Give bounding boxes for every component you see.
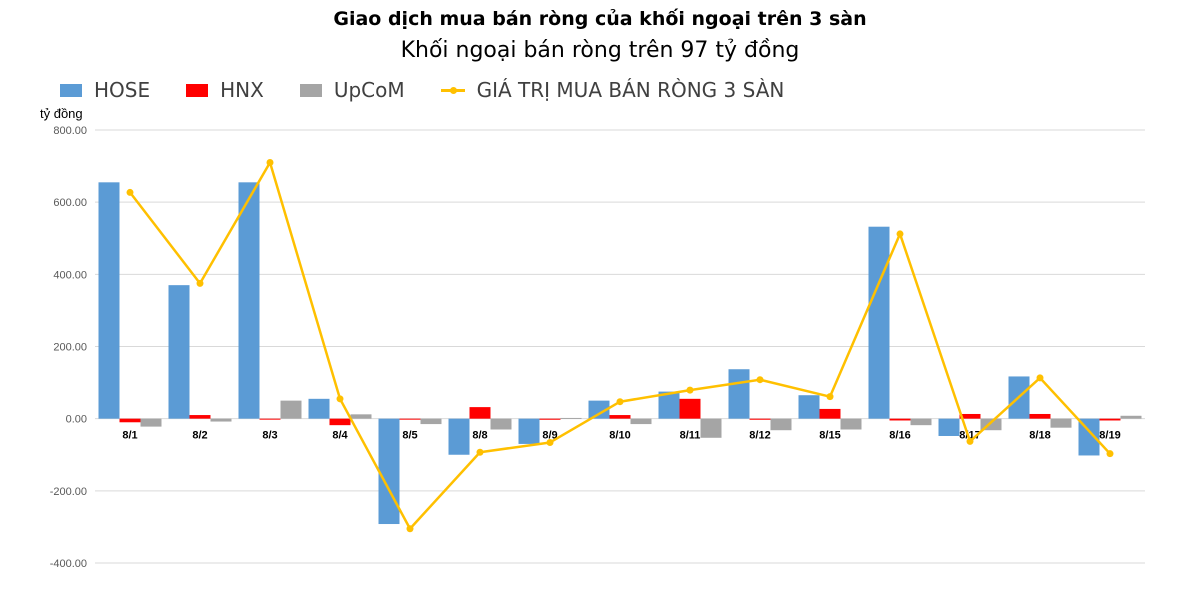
bar-hose (98, 182, 120, 419)
bar-upcom (490, 418, 512, 430)
x-tick-label: 8/3 (262, 430, 277, 442)
legend-label-total: GIÁ TRỊ MUA BÁN RÒNG 3 SÀN (476, 78, 785, 102)
chart-title: Giao dịch mua bán ròng của khối ngoại tr… (333, 8, 867, 30)
bar-hose (868, 226, 890, 419)
bar-hose (1078, 418, 1100, 456)
bar-upcom (560, 417, 582, 419)
x-tick-label: 8/4 (332, 430, 348, 442)
x-tick-label: 8/8 (472, 430, 487, 442)
bar-hnx (609, 415, 631, 419)
line-point (546, 438, 554, 446)
bar-upcom (980, 418, 1002, 431)
legend-item-hnx: HNX (186, 78, 264, 102)
bar-hnx (819, 408, 841, 419)
bar-hnx (959, 413, 981, 419)
bar-hose (168, 285, 190, 419)
line-point (196, 279, 204, 287)
bar-hnx (469, 407, 491, 419)
bar-upcom (1050, 418, 1072, 428)
legend-item-total: GIÁ TRỊ MUA BÁN RÒNG 3 SÀN (440, 78, 785, 102)
bar-hose (518, 418, 540, 444)
legend-item-upcom: UpCoM (299, 78, 405, 102)
line-point (966, 437, 974, 445)
x-tick-label: 8/11 (680, 430, 701, 442)
bar-upcom (700, 418, 722, 438)
line-point (126, 188, 134, 196)
bar-hose (238, 182, 260, 419)
bar-upcom (840, 418, 862, 430)
x-tick-label: 8/16 (889, 430, 910, 442)
line-series-total (129, 161, 1111, 530)
line-point (1036, 374, 1044, 382)
bar-hose (448, 418, 470, 455)
x-tick-label: 8/15 (819, 430, 840, 442)
legend-label-upcom: UpCoM (333, 78, 405, 102)
bar-hose (308, 398, 330, 419)
x-tick-label: 8/19 (1099, 430, 1120, 442)
line-point (686, 386, 694, 394)
bar-hose (588, 400, 610, 419)
x-tick-label: 8/12 (749, 430, 770, 442)
legend-label-hnx: HNX (220, 78, 264, 102)
bar-hose (938, 418, 960, 436)
bar-hnx (1099, 418, 1121, 421)
line-point (476, 448, 484, 456)
bar-hnx (189, 415, 211, 419)
legend-swatch-upcom (299, 83, 322, 97)
bar-upcom (770, 418, 792, 431)
bar-hose (378, 418, 400, 525)
bar-upcom (910, 418, 932, 426)
y-tick-label: 200.00 (53, 342, 87, 354)
line-point (896, 230, 904, 238)
legend-swatch-hnx (186, 83, 209, 97)
line-point (336, 395, 344, 403)
bar-hnx (1029, 413, 1051, 419)
x-tick-label: 8/18 (1029, 430, 1050, 442)
bar-upcom (210, 418, 232, 422)
legend-item-hose: HOSE (60, 78, 150, 102)
x-tick-label: 8/17 (959, 430, 980, 442)
line-point (1106, 450, 1114, 458)
bar-hnx (749, 418, 771, 420)
legend-swatch-total (440, 86, 465, 94)
bar-hose (728, 369, 750, 419)
bar-hnx (679, 398, 701, 419)
y-axis-label: tỷ đồng (40, 106, 83, 121)
x-tick-label: 8/2 (192, 430, 207, 442)
bar-upcom (1120, 415, 1142, 419)
bar-upcom (630, 418, 652, 425)
bar-hnx (119, 418, 141, 423)
bar-hnx (889, 418, 911, 421)
bar-hnx (539, 418, 561, 420)
y-tick-label: 800.00 (53, 125, 87, 137)
bar-hnx (329, 418, 351, 426)
line-point (406, 525, 414, 533)
line-point (266, 158, 274, 166)
legend-label-hose: HOSE (94, 78, 151, 102)
line-point (826, 393, 834, 401)
bar-hose (658, 391, 680, 419)
bar-hose (798, 395, 820, 419)
y-tick-label: 400.00 (53, 269, 87, 281)
chart-subtitle: Khối ngoại bán ròng trên 97 tỷ đồng (400, 38, 800, 63)
bar-hnx (259, 418, 281, 420)
y-tick-label: -400.00 (50, 558, 87, 570)
bar-upcom (140, 418, 162, 427)
bar-upcom (350, 414, 372, 419)
bar-hnx (399, 418, 421, 420)
line-point (756, 376, 764, 384)
line-point (616, 398, 624, 406)
x-tick-label: 8/1 (122, 430, 137, 442)
legend: HOSE HNX UpCoM GIÁ TRỊ MUA BÁN RÒNG 3 SÀ… (60, 78, 820, 102)
y-tick-label: -200.00 (50, 486, 87, 498)
x-tick-label: 8/5 (402, 430, 417, 442)
x-tick-label: 8/10 (609, 430, 630, 442)
y-tick-label: 600.00 (53, 197, 87, 209)
bar-upcom (420, 418, 442, 425)
x-tick-label: 8/9 (542, 430, 557, 442)
bar-upcom (280, 400, 302, 419)
y-tick-label: 0.00 (66, 414, 87, 426)
legend-swatch-hose (60, 83, 82, 97)
